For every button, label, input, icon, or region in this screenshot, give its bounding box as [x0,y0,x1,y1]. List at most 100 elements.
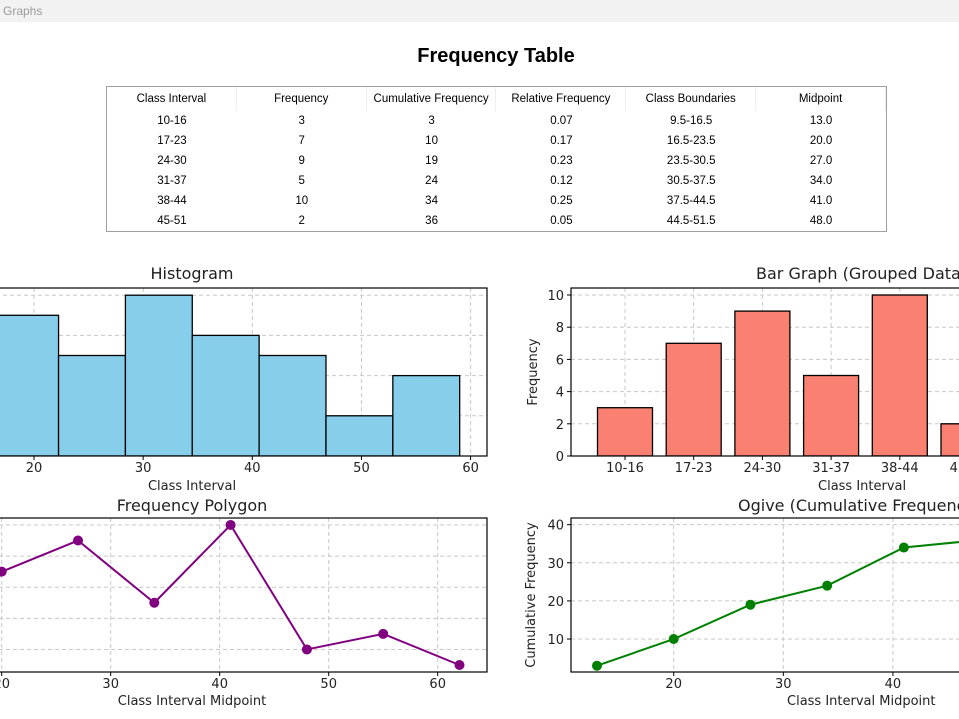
histogram-bar [124,294,193,456]
x-tick-label: 30 [102,677,119,692]
histogram-bar [258,354,327,456]
table-row[interactable]: 38-44 10 34 0.25 37.5-44.5 41.0 [107,191,886,211]
bar [596,407,654,456]
table-cell: 38-44 [157,195,187,207]
table-cell: 16.5-23.5 [666,135,716,147]
x-tick-label: 30 [135,461,152,476]
table-row[interactable]: 45-51 2 36 0.05 44.5-51.5 48.0 [107,211,886,231]
column-header[interactable]: Midpoint [756,87,886,111]
chart-2: 20 30 40 50 60 Frequency Polygon Class Interva… [0,496,488,709]
table-cell: 27.0 [809,155,833,167]
table-cell: 9.5-16.5 [670,115,713,127]
table-row[interactable]: 31-37 5 24 0.12 30.5-37.5 34.0 [107,171,886,191]
x-tick-label: 10-16 [606,461,644,476]
x-tick-label: 60 [429,677,446,692]
data-point [822,580,833,591]
chart-title: Ogive (Cumulative Frequency) [738,496,959,515]
histogram-bar [0,314,60,456]
y-axis-label: Frequency [526,338,541,405]
plot-area [0,518,487,672]
data-point [898,542,909,553]
y-tick-label: 20 [547,595,564,610]
x-axis-label: Class Interval [148,479,236,494]
table-cell: 2 [298,215,305,227]
y-tick-label: 10 [547,289,564,304]
frequency-table-title: Frequency Table [417,45,575,67]
table-cell: 48.0 [809,215,833,227]
plot-area [571,288,959,456]
table-row[interactable]: 17-23 7 10 0.17 16.5-23.5 20.0 [107,131,886,151]
table-row[interactable]: 10-16 3 3 0.07 9.5-16.5 13.0 [107,111,886,131]
x-tick-label: 50 [320,677,337,692]
column-header[interactable]: Relative Frequency [496,87,627,111]
data-point [149,597,160,608]
window-title: Graphs [3,4,43,18]
y-tick-label: 4 [556,386,564,401]
data-point [301,644,312,655]
chart-0: 20 30 40 50 60 Histogram Class Interval [0,264,488,494]
x-tick-label: 40 [211,677,228,692]
chart-1: 10-16 17-23 24-30 31-37 38-44 45-51 0 2 4 6 8 10 Bar… [526,264,959,494]
table-cell: 41.0 [809,195,833,207]
table-row[interactable]: 24-30 9 19 0.23 23.5-30.5 27.0 [107,151,886,171]
table-cell: 19 [425,155,438,167]
table-cell: 34 [425,195,438,207]
data-point [668,634,679,645]
x-tick-label: 50 [353,461,370,476]
data-point [73,535,83,546]
table-cell: 45-51 [157,215,187,227]
table-cell: 0.07 [550,115,573,127]
axes-frame [0,287,488,457]
table-cell: 44.5-51.5 [666,215,716,227]
histogram-bar [325,415,394,456]
y-tick-label: 30 [547,557,564,572]
chart-title: Histogram [151,264,234,283]
table-cell: 23.5-30.5 [666,155,716,167]
table-cell: 10 [425,135,438,147]
chart-3: 2030405010203040Ogive (Cumulative Freque… [524,496,959,709]
plot-area [0,288,487,456]
table-cell: 13.0 [809,115,833,127]
column-header[interactable]: Class Boundaries [626,87,757,111]
table-cell: 10 [295,195,309,207]
table-cell: 30.5-37.5 [666,175,716,187]
x-tick-label: 40 [244,461,261,476]
column-header[interactable]: Frequency [237,87,367,111]
table-body: 10-16 3 3 0.07 9.5-16.5 13.0 17-23 7 10 0.17 16.5-… [107,111,886,231]
table-cell: 31-37 [157,175,187,187]
x-tick-label: 20 [26,461,43,476]
table-cell: 0.12 [550,175,573,187]
bar [871,294,928,456]
data-point [591,660,602,671]
table-cell: 0.25 [550,195,573,207]
column-header[interactable]: Class Interval [107,87,237,111]
table-cell: 24 [425,175,438,187]
table-header: Class Interval Frequency Cumulative Freq… [107,87,886,111]
y-tick-label: 10 [547,633,564,648]
bar [734,310,791,456]
x-tick-label: 30 [775,677,792,692]
series-line [596,541,959,667]
table-cell: 3 [298,115,305,127]
histogram-bar [392,374,461,456]
y-tick-label: 8 [556,321,564,336]
table-cell: 20.0 [809,135,833,147]
series-line [1,523,460,666]
x-tick-label: 20 [665,677,682,692]
y-tick-label: 6 [556,353,564,368]
data-point [378,628,389,639]
axes-frame [570,517,959,673]
bar [665,342,722,456]
x-tick-label: 45-51 [950,461,959,476]
y-tick-label: 0 [556,450,564,465]
y-axis-label: Cumulative Frequency [524,522,539,668]
histogram-bar [57,354,127,456]
y-tick-label: 40 [547,519,564,534]
table-cell: 7 [298,135,305,147]
bar [802,374,860,456]
column-header[interactable]: Cumulative Frequency [367,87,497,111]
axes-frame [0,517,488,673]
x-tick-label: 40 [885,677,902,692]
table-cell: 37.5-44.5 [666,195,716,207]
